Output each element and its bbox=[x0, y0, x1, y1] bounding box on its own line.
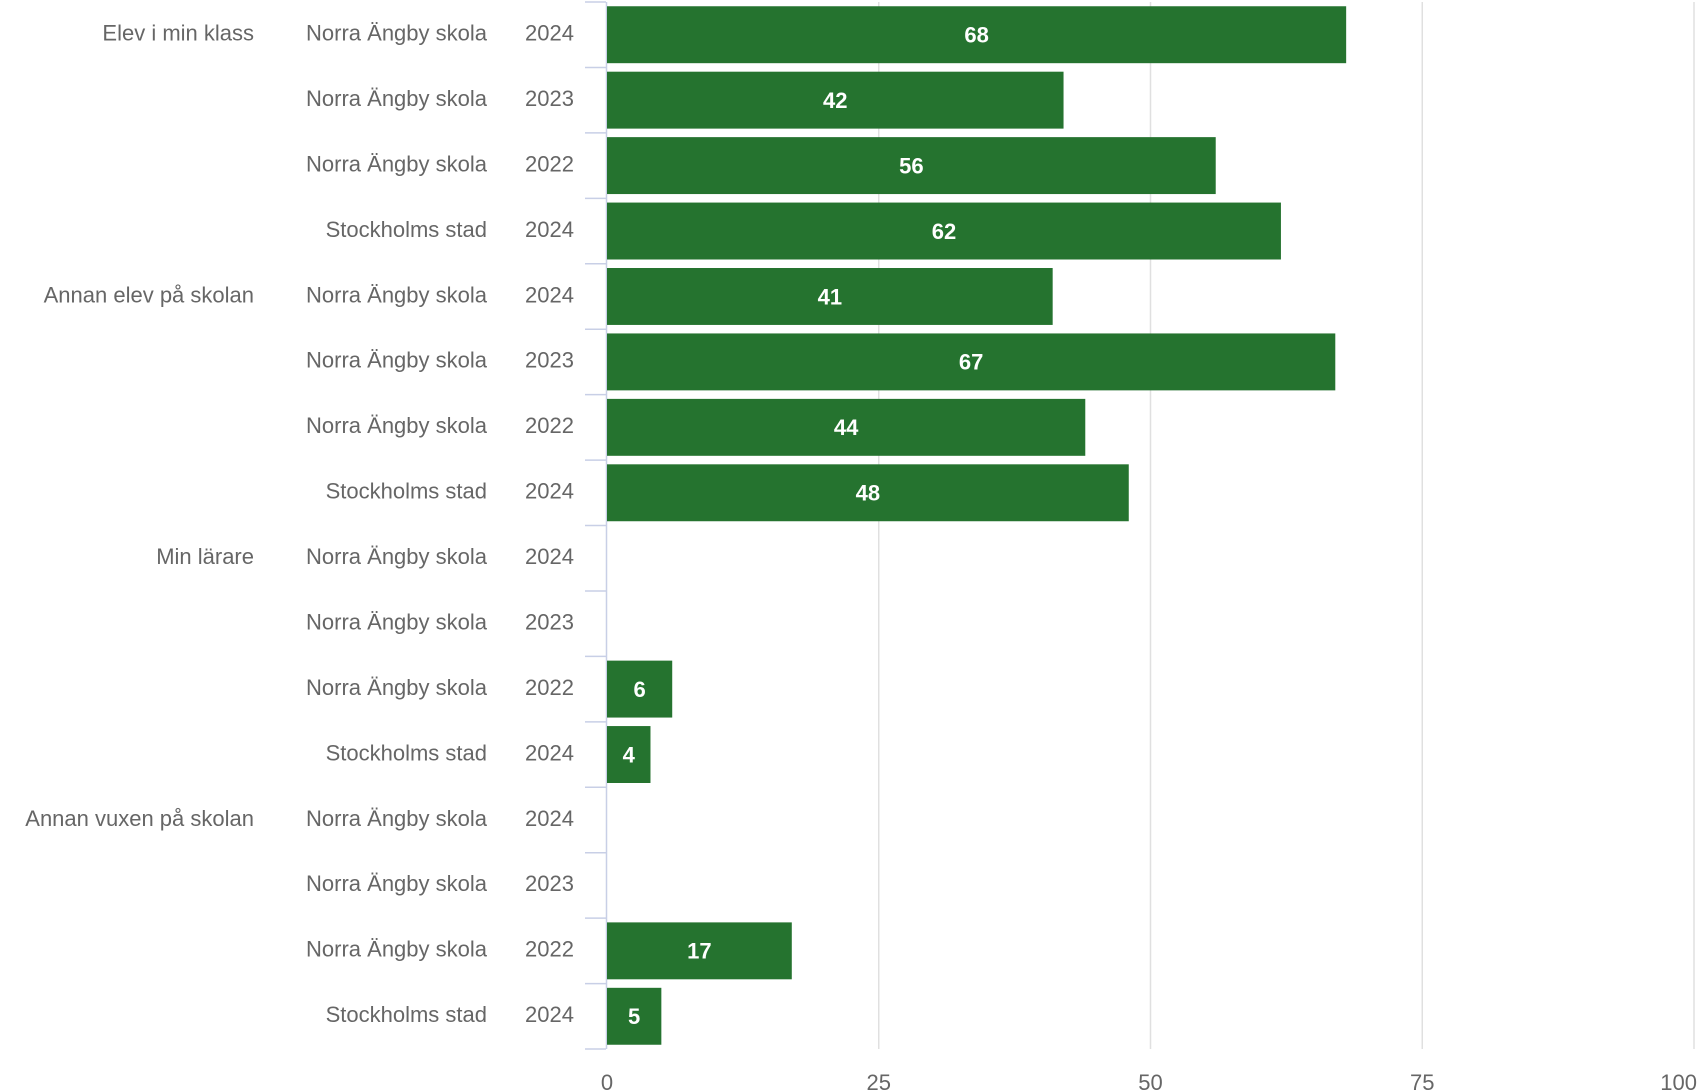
school-label: Norra Ängby skola bbox=[306, 609, 488, 634]
x-tick-label: 100 bbox=[1660, 1070, 1697, 1092]
value-label: 5 bbox=[628, 1004, 640, 1029]
bar bbox=[607, 987, 662, 1045]
x-tick-label: 0 bbox=[601, 1070, 613, 1092]
bar bbox=[607, 398, 1086, 456]
bar bbox=[607, 137, 1216, 195]
year-label: 2024 bbox=[525, 282, 574, 307]
year-label: 2022 bbox=[525, 675, 574, 700]
year-label: 2024 bbox=[525, 544, 574, 569]
school-label: Norra Ängby skola bbox=[306, 348, 488, 373]
group-label: Elev i min klass bbox=[102, 21, 254, 46]
x-tick-label: 50 bbox=[1138, 1070, 1162, 1092]
bar bbox=[607, 726, 651, 783]
bar bbox=[607, 464, 1129, 522]
value-label: 68 bbox=[964, 23, 988, 48]
year-label: 2022 bbox=[525, 937, 574, 962]
x-tick-label: 25 bbox=[867, 1070, 891, 1092]
value-label: 44 bbox=[834, 415, 859, 440]
bar bbox=[607, 333, 1336, 391]
year-label: 2023 bbox=[525, 86, 574, 111]
year-label: 2023 bbox=[525, 348, 574, 373]
school-label: Norra Ängby skola bbox=[306, 282, 488, 307]
year-label: 2024 bbox=[525, 21, 574, 46]
school-label: Norra Ängby skola bbox=[306, 413, 488, 438]
bar bbox=[607, 6, 1347, 64]
school-label: Norra Ängby skola bbox=[306, 151, 488, 176]
school-label: Norra Ängby skola bbox=[306, 544, 488, 569]
school-label: Stockholms stad bbox=[326, 479, 487, 504]
school-label: Stockholms stad bbox=[326, 1002, 487, 1027]
year-label: 2024 bbox=[525, 479, 574, 504]
value-label: 56 bbox=[899, 153, 923, 178]
year-label: 2024 bbox=[525, 806, 574, 831]
value-label: 17 bbox=[687, 939, 711, 964]
bar bbox=[607, 660, 673, 718]
school-label: Norra Ängby skola bbox=[306, 806, 488, 831]
value-label: 67 bbox=[959, 350, 983, 375]
bar bbox=[607, 922, 792, 980]
year-label: 2023 bbox=[525, 871, 574, 896]
value-label: 48 bbox=[856, 481, 880, 506]
value-label: 41 bbox=[818, 284, 842, 309]
x-tick-label: 75 bbox=[1410, 1070, 1434, 1092]
group-label: Min lärare bbox=[156, 544, 254, 569]
value-label: 42 bbox=[823, 88, 847, 113]
year-label: 2022 bbox=[525, 151, 574, 176]
group-label: Annan vuxen på skolan bbox=[25, 806, 254, 831]
school-label: Norra Ängby skola bbox=[306, 21, 488, 46]
value-label: 6 bbox=[633, 677, 645, 702]
value-label: 4 bbox=[623, 742, 636, 767]
bar bbox=[607, 268, 1053, 325]
year-label: 2024 bbox=[525, 1002, 574, 1027]
school-label: Norra Ängby skola bbox=[306, 871, 488, 896]
year-label: 2023 bbox=[525, 609, 574, 634]
value-label: 62 bbox=[932, 219, 956, 244]
year-label: 2024 bbox=[525, 740, 574, 765]
year-label: 2024 bbox=[525, 217, 574, 242]
group-label: Annan elev på skolan bbox=[44, 282, 254, 307]
school-label: Norra Ängby skola bbox=[306, 937, 488, 962]
school-label: Stockholms stad bbox=[326, 740, 487, 765]
bar bbox=[607, 202, 1281, 260]
year-label: 2022 bbox=[525, 413, 574, 438]
school-label: Norra Ängby skola bbox=[306, 86, 488, 111]
bar bbox=[607, 71, 1064, 129]
school-label: Stockholms stad bbox=[326, 217, 487, 242]
school-label: Norra Ängby skola bbox=[306, 675, 488, 700]
